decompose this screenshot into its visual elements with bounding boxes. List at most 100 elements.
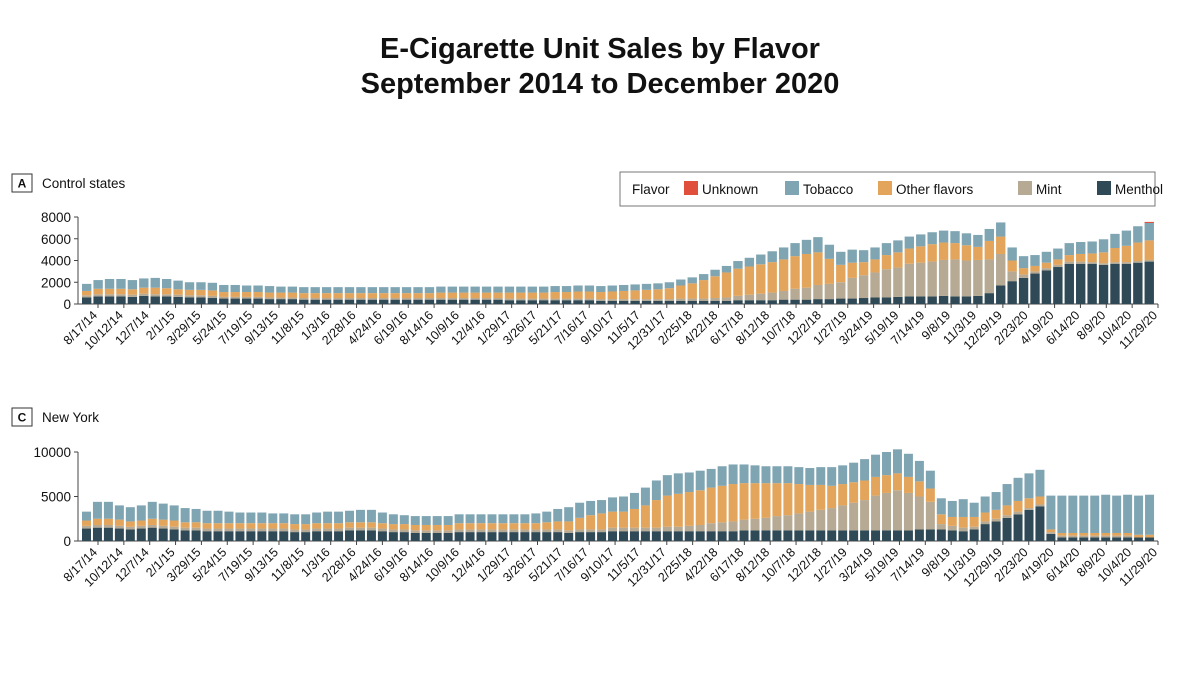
bar-stack xyxy=(1090,495,1100,541)
bar-segment-menthol xyxy=(925,529,935,541)
bar-segment-menthol xyxy=(849,530,859,541)
bar-segment-mint xyxy=(390,298,400,300)
bar-segment-tobacco xyxy=(916,234,926,247)
bar-segment-mint xyxy=(756,293,766,301)
bar-stack xyxy=(584,285,595,304)
bar-segment-other-flavors xyxy=(344,293,355,299)
bar-segment-menthol xyxy=(139,295,149,304)
bar-stack xyxy=(312,512,322,541)
bar-segment-other-flavors xyxy=(950,243,960,260)
bar-stack xyxy=(207,282,218,304)
bar-segment-mint xyxy=(539,298,549,301)
bar-stack xyxy=(241,285,252,304)
bar-segment-menthol xyxy=(1068,537,1078,541)
bar-segment-tobacco xyxy=(619,496,628,512)
bar-segment-tobacco xyxy=(597,500,607,514)
bar-segment-other-flavors xyxy=(813,252,823,285)
bar-segment-other-flavors xyxy=(443,524,453,531)
bar-segment-menthol xyxy=(345,530,355,541)
bar-segment-mint xyxy=(739,519,749,531)
bar-segment-mint xyxy=(733,295,743,301)
bar-stack xyxy=(301,514,311,541)
bar-stack xyxy=(299,287,309,304)
bar-segment-other-flavors xyxy=(991,509,1001,519)
bar-segment-tobacco xyxy=(744,257,755,267)
bar-stack xyxy=(136,505,146,541)
bar-segment-menthol xyxy=(520,532,530,541)
bar-segment-tobacco xyxy=(801,239,812,254)
bar-stack xyxy=(790,243,800,304)
bar-segment-other-flavors xyxy=(927,244,937,262)
bar-stack xyxy=(1112,495,1122,541)
bar-segment-tobacco xyxy=(651,480,661,501)
bar-segment-tobacco xyxy=(410,516,420,525)
bar-segment-tobacco xyxy=(1007,247,1017,261)
bar-stack xyxy=(356,287,366,304)
bar-segment-tobacco xyxy=(527,286,537,293)
bar-segment-tobacco xyxy=(827,467,837,486)
bar-segment-tobacco xyxy=(1133,226,1143,243)
bar-segment-mint xyxy=(184,295,195,298)
bar-segment-tobacco xyxy=(584,285,595,292)
bar-segment-menthol xyxy=(344,299,355,304)
bar-segment-menthol xyxy=(824,299,835,304)
bar-stack xyxy=(1002,484,1012,541)
bar-segment-tobacco xyxy=(476,514,486,524)
bar-segment-menthol xyxy=(136,528,146,541)
bar-segment-mint xyxy=(1090,535,1100,538)
bar-segment-menthol xyxy=(1064,263,1074,304)
bar-segment-other-flavors xyxy=(1053,259,1063,265)
bar-segment-menthol xyxy=(1101,537,1111,541)
bar-segment-tobacco xyxy=(493,286,503,293)
bar-stack xyxy=(401,287,412,304)
bar-segment-tobacco xyxy=(860,459,870,481)
bar-segment-tobacco xyxy=(575,502,585,518)
bar-stack xyxy=(838,465,848,541)
bar-segment-mint xyxy=(1133,261,1143,263)
bar-segment-other-flavors xyxy=(276,292,286,298)
bar-stack xyxy=(1035,469,1045,541)
bar-segment-other-flavors xyxy=(279,523,289,529)
bar-stack xyxy=(447,286,457,304)
bar-stack xyxy=(345,510,355,541)
bar-segment-tobacco xyxy=(125,507,135,522)
bar-segment-mint xyxy=(608,527,618,532)
bar-segment-tobacco xyxy=(1087,241,1097,254)
bar-segment-menthol xyxy=(794,530,804,541)
bar-segment-tobacco xyxy=(904,236,915,249)
bar-segment-tobacco xyxy=(390,287,400,294)
bar-segment-other-flavors xyxy=(619,290,629,300)
bar-segment-menthol xyxy=(509,532,519,541)
bar-segment-other-flavors xyxy=(82,290,92,296)
bar-segment-mint xyxy=(150,294,160,297)
bar-segment-tobacco xyxy=(1101,494,1111,533)
bar-segment-mint xyxy=(1024,508,1034,510)
bar-stack xyxy=(323,511,333,541)
bar-segment-mint xyxy=(1030,271,1040,274)
bar-segment-menthol xyxy=(575,532,585,541)
bar-stack xyxy=(1087,241,1097,304)
legend-swatch xyxy=(878,181,892,195)
bar-segment-other-flavors xyxy=(662,495,672,527)
bar-segment-menthol xyxy=(550,300,560,304)
bar-stack xyxy=(684,472,694,541)
bar-segment-mint xyxy=(925,501,935,530)
bar-stack xyxy=(253,285,263,304)
bar-stack xyxy=(531,513,541,541)
bar-segment-mint xyxy=(169,526,179,530)
bar-stack xyxy=(958,499,968,541)
bar-segment-other-flavors xyxy=(1144,240,1154,260)
bar-segment-other-flavors xyxy=(470,292,480,299)
bar-stack xyxy=(287,286,298,304)
bar-segment-menthol xyxy=(388,532,398,541)
bar-segment-menthol xyxy=(527,300,537,304)
bar-segment-mint xyxy=(881,269,892,298)
bar-stack xyxy=(139,278,149,304)
bar-segment-mint xyxy=(310,298,320,300)
bar-segment-other-flavors xyxy=(573,291,583,299)
bar-segment-tobacco xyxy=(687,277,697,284)
bar-segment-mint xyxy=(476,529,486,533)
bar-segment-menthol xyxy=(224,531,234,541)
bar-stack xyxy=(871,454,881,541)
bar-segment-other-flavors xyxy=(847,262,857,278)
